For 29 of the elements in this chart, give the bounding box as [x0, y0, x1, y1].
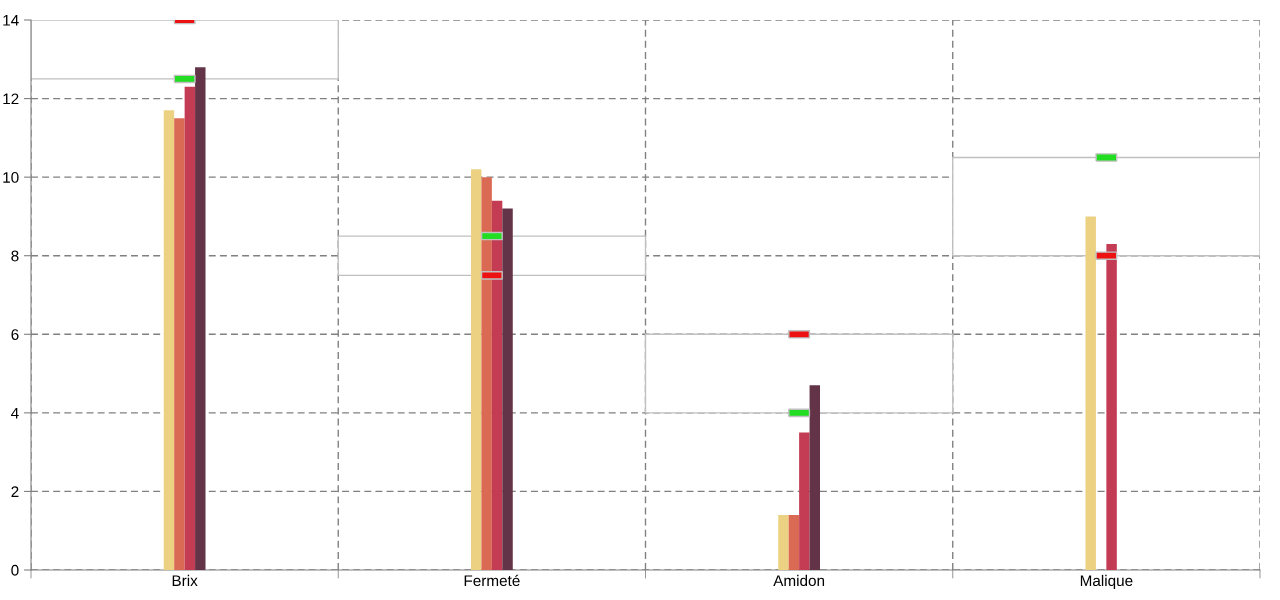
- y-tick-label: 4: [11, 407, 19, 419]
- bar: [163, 110, 175, 570]
- y-tick-label: 0: [11, 564, 19, 576]
- bar: [502, 208, 513, 570]
- bar: [809, 385, 821, 570]
- bar: [470, 169, 482, 570]
- x-tick-label: Malique: [1080, 574, 1133, 590]
- bar: [195, 67, 206, 570]
- x-tick-label: Amidon: [773, 574, 825, 587]
- bar: [778, 515, 789, 570]
- bar: [1085, 216, 1096, 570]
- bar: [174, 118, 185, 570]
- y-tick-label: 14: [3, 15, 19, 26]
- x-tick-label: Fermeté: [464, 574, 520, 587]
- bar: [481, 177, 492, 570]
- bar: [644, 333, 954, 414]
- y-tick-label: 8: [11, 250, 19, 262]
- bar: [1106, 243, 1117, 570]
- bar: [184, 86, 196, 570]
- y-tick-label: 2: [11, 486, 19, 497]
- x-tick-label: Brix: [172, 574, 198, 586]
- y-tick-label: 6: [11, 329, 19, 340]
- bar: [788, 515, 800, 570]
- bar: [31, 20, 339, 80]
- y-tick-label: 12: [3, 93, 19, 105]
- bar: [799, 432, 810, 570]
- y-tick-label: 10: [3, 172, 19, 183]
- bar: [491, 200, 503, 570]
- bar: [952, 156, 1260, 257]
